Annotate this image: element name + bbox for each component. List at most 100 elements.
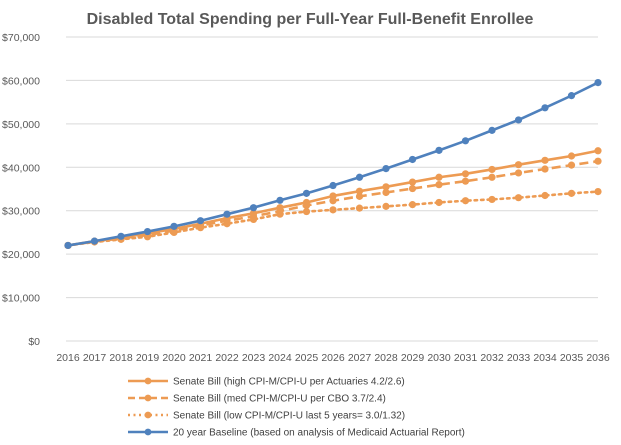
data-point bbox=[541, 156, 549, 164]
data-point bbox=[64, 241, 72, 250]
x-tick-label: 2031 bbox=[454, 352, 478, 364]
y-tick-label: $50,000 bbox=[2, 119, 40, 131]
data-point bbox=[355, 187, 364, 195]
data-point bbox=[594, 157, 602, 165]
data-point bbox=[196, 217, 205, 225]
data-point bbox=[461, 177, 470, 185]
data-point bbox=[329, 197, 337, 205]
data-point bbox=[302, 207, 311, 216]
y-tick-label: $10,000 bbox=[2, 293, 40, 305]
x-tick-label: 2030 bbox=[427, 352, 451, 364]
data-point bbox=[514, 194, 523, 202]
data-point bbox=[541, 191, 549, 200]
data-point bbox=[461, 170, 470, 178]
series-3 bbox=[64, 79, 602, 250]
data-point bbox=[541, 165, 549, 173]
legend-label: Senate Bill (high CPI-M/CPI-U per Actuar… bbox=[173, 377, 405, 388]
x-tick-label: 2036 bbox=[586, 352, 610, 364]
data-point bbox=[488, 165, 496, 174]
data-point bbox=[408, 201, 417, 209]
data-point bbox=[567, 152, 576, 160]
data-point bbox=[196, 224, 205, 232]
chart-title: Disabled Total Spending per Full-Year Fu… bbox=[87, 11, 534, 28]
data-point bbox=[514, 161, 523, 169]
y-tick-label: $0 bbox=[28, 336, 40, 348]
data-point bbox=[435, 198, 443, 207]
legend-item: Senate Bill (high CPI-M/CPI-U per Actuar… bbox=[128, 377, 405, 388]
x-tick-label: 2024 bbox=[268, 352, 292, 364]
data-point bbox=[382, 164, 390, 173]
legend-label: 20 year Baseline (based on analysis of M… bbox=[173, 428, 465, 439]
x-tick-label: 2022 bbox=[215, 352, 239, 364]
data-point bbox=[90, 237, 99, 245]
x-tick-label: 2020 bbox=[162, 352, 186, 364]
data-point bbox=[329, 181, 337, 190]
data-point bbox=[567, 161, 576, 169]
legend-item: 20 year Baseline (based on analysis of M… bbox=[128, 428, 465, 439]
data-point bbox=[170, 228, 178, 237]
data-point bbox=[408, 184, 417, 193]
legend: Senate Bill (high CPI-M/CPI-U per Actuar… bbox=[128, 377, 465, 439]
data-point bbox=[594, 79, 602, 87]
gridlines bbox=[66, 36, 598, 342]
data-point bbox=[435, 173, 443, 181]
data-point bbox=[249, 215, 258, 223]
legend-label: Senate Bill (low CPI-M/CPI-U last 5 year… bbox=[173, 411, 405, 422]
x-tick-label: 2033 bbox=[507, 352, 531, 364]
x-tick-label: 2016 bbox=[56, 352, 80, 364]
x-tick-label: 2032 bbox=[480, 352, 504, 364]
x-tick-label: 2035 bbox=[560, 352, 584, 364]
legend-item: Senate Bill (med CPI-M/CPI-U per CBO 3.7… bbox=[128, 394, 386, 405]
data-point bbox=[382, 183, 390, 191]
data-point bbox=[143, 233, 152, 241]
x-tick-label: 2017 bbox=[83, 352, 107, 364]
data-point bbox=[488, 173, 496, 181]
x-tick-label: 2034 bbox=[533, 352, 557, 364]
legend-item: Senate Bill (low CPI-M/CPI-U last 5 year… bbox=[128, 411, 405, 422]
data-point bbox=[223, 220, 231, 228]
y-tick-label: $70,000 bbox=[2, 32, 40, 44]
data-point bbox=[567, 189, 576, 197]
data-point bbox=[117, 232, 125, 240]
x-tick-label: 2028 bbox=[374, 352, 398, 364]
x-tick-label: 2018 bbox=[109, 352, 133, 364]
data-point bbox=[567, 92, 576, 100]
data-point bbox=[355, 204, 364, 212]
series-lines bbox=[64, 79, 602, 250]
y-tick-label: $20,000 bbox=[2, 249, 40, 261]
data-point bbox=[382, 202, 390, 210]
y-tick-label: $40,000 bbox=[2, 162, 40, 174]
x-tick-label: 2026 bbox=[321, 352, 345, 364]
x-tick-label: 2029 bbox=[401, 352, 425, 364]
data-point bbox=[355, 192, 364, 200]
x-tick-label: 2025 bbox=[295, 352, 319, 364]
data-point bbox=[276, 196, 284, 204]
data-point bbox=[223, 210, 231, 218]
data-point bbox=[488, 126, 496, 134]
data-point bbox=[302, 189, 311, 197]
data-point bbox=[594, 188, 602, 196]
data-point bbox=[514, 169, 523, 177]
data-point bbox=[276, 210, 284, 218]
legend-marker bbox=[144, 377, 152, 385]
data-point bbox=[355, 173, 364, 181]
y-axis-ticks: $0 $10,000 $20,000 $30,000 $40,000 $50,000 $60… bbox=[2, 32, 40, 348]
data-point bbox=[435, 146, 443, 154]
data-point bbox=[594, 147, 602, 155]
legend-marker bbox=[144, 411, 152, 419]
legend-marker bbox=[144, 428, 152, 436]
legend-label: Senate Bill (med CPI-M/CPI-U per CBO 3.7… bbox=[173, 394, 386, 405]
data-point bbox=[514, 116, 523, 124]
x-tick-label: 2023 bbox=[242, 352, 266, 364]
data-point bbox=[435, 181, 443, 189]
data-point bbox=[249, 204, 258, 212]
x-tick-label: 2019 bbox=[136, 352, 160, 364]
data-point bbox=[408, 155, 417, 164]
data-point bbox=[461, 137, 470, 145]
x-tick-label: 2021 bbox=[189, 352, 213, 364]
x-tick-label: 2027 bbox=[348, 352, 372, 364]
data-point bbox=[302, 201, 311, 210]
data-point bbox=[382, 188, 390, 197]
